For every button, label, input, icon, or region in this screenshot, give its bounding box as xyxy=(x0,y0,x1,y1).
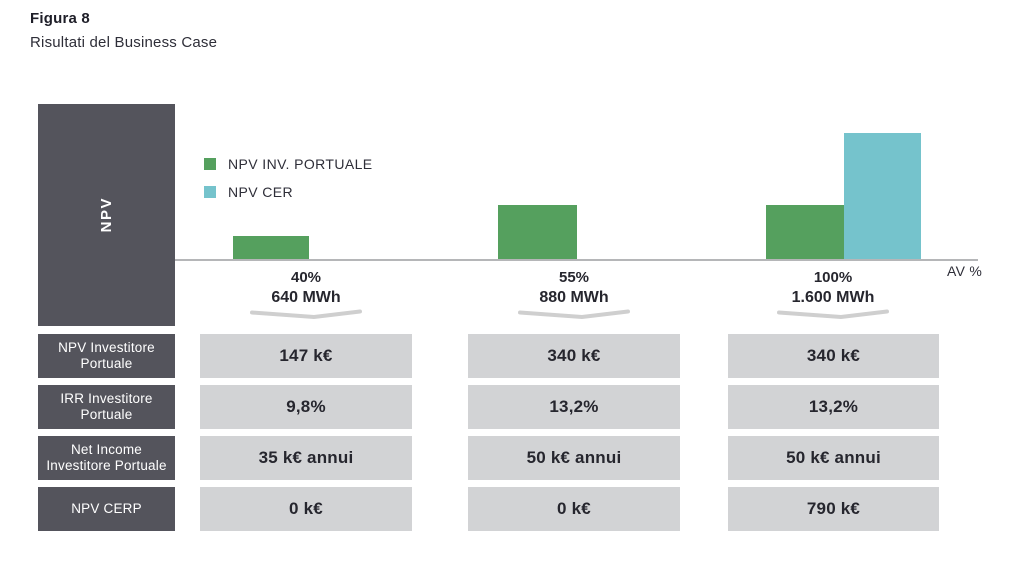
y-axis-title-box: NPV xyxy=(38,104,175,326)
figure-title: Risultati del Business Case xyxy=(30,34,218,51)
figure-label: Figura 8 xyxy=(30,10,90,27)
x-axis-line xyxy=(175,259,978,261)
table-row-irr-investitore: IRR Investitore Portuale 9,8% 13,2% 13,2… xyxy=(0,385,1024,429)
availability-pct: 40% xyxy=(290,269,322,286)
legend-swatch-teal-icon xyxy=(204,186,216,198)
table-value: 340 k€ xyxy=(728,334,939,378)
availability-pct: 100% xyxy=(813,269,853,286)
bar-npv-inv-portuale-100 xyxy=(766,205,844,259)
bar-npv-cer-100 xyxy=(844,133,921,259)
table-value: 35 k€ annui xyxy=(200,436,412,480)
row-label: Net Income Investitore Portuale xyxy=(38,436,175,480)
row-label: NPV Investitore Portuale xyxy=(38,334,175,378)
category-label-100: 100% 1.600 MWh xyxy=(727,268,939,320)
brace-underline-icon xyxy=(518,309,630,320)
brace-underline-icon xyxy=(777,309,889,320)
legend-label: NPV CER xyxy=(228,184,294,200)
x-axis-label: AV % xyxy=(947,263,983,279)
row-label: NPV CERP xyxy=(38,487,175,531)
energy-label: 640 MWh xyxy=(271,289,341,306)
category-label-40: 40% 640 MWh xyxy=(200,268,412,320)
table-row-npv-cerp: NPV CERP 0 k€ 0 k€ 790 k€ xyxy=(0,487,1024,531)
legend-item-npv-cer: NPV CER xyxy=(204,178,373,206)
table-value: 50 k€ annui xyxy=(728,436,939,480)
legend-label: NPV INV. PORTUALE xyxy=(228,156,373,172)
y-axis-title: NPV xyxy=(98,197,115,233)
table-row-net-income: Net Income Investitore Portuale 35 k€ an… xyxy=(0,436,1024,480)
legend-swatch-green-icon xyxy=(204,158,216,170)
bar-npv-inv-portuale-40 xyxy=(233,236,309,259)
legend-item-npv-inv-portuale: NPV INV. PORTUALE xyxy=(204,150,373,178)
table-value: 340 k€ xyxy=(468,334,680,378)
table-value: 9,8% xyxy=(200,385,412,429)
row-label: IRR Investitore Portuale xyxy=(38,385,175,429)
bar-npv-inv-portuale-55 xyxy=(498,205,577,259)
energy-label: 1.600 MWh xyxy=(791,289,875,306)
table-value: 13,2% xyxy=(468,385,680,429)
energy-label: 880 MWh xyxy=(539,289,609,306)
table-value: 790 k€ xyxy=(728,487,939,531)
table-value: 13,2% xyxy=(728,385,939,429)
table-value: 0 k€ xyxy=(468,487,680,531)
table-value: 147 k€ xyxy=(200,334,412,378)
table-row-npv-investitore: NPV Investitore Portuale 147 k€ 340 k€ 3… xyxy=(0,334,1024,378)
category-label-55: 55% 880 MWh xyxy=(468,268,680,320)
availability-pct: 55% xyxy=(558,269,590,286)
chart-legend: NPV INV. PORTUALE NPV CER xyxy=(204,150,373,206)
table-value: 0 k€ xyxy=(200,487,412,531)
table-value: 50 k€ annui xyxy=(468,436,680,480)
brace-underline-icon xyxy=(250,309,362,320)
